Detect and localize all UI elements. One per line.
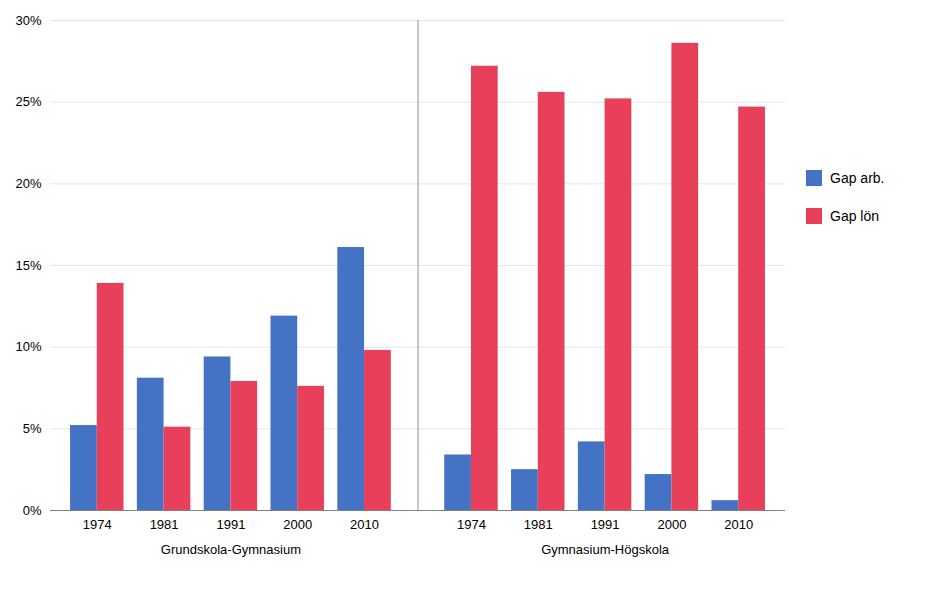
svg-text:1991: 1991 — [591, 517, 620, 532]
svg-text:1974: 1974 — [83, 517, 112, 532]
svg-text:5%: 5% — [23, 421, 42, 436]
svg-text:1974: 1974 — [457, 517, 486, 532]
svg-text:Grundskola-Gymnasium: Grundskola-Gymnasium — [161, 542, 301, 557]
svg-text:1981: 1981 — [150, 517, 179, 532]
svg-text:Gymnasium-Högskola: Gymnasium-Högskola — [541, 542, 670, 557]
html-text:Gap lön: Gap lön — [830, 208, 879, 224]
svg-text:2010: 2010 — [350, 517, 379, 532]
svg-text:1981: 1981 — [524, 517, 553, 532]
svg-text:10%: 10% — [15, 339, 41, 354]
svg-text:2000: 2000 — [283, 517, 312, 532]
svg-text:2000: 2000 — [657, 517, 686, 532]
svg-text:30%: 30% — [15, 13, 41, 28]
svg-text:1991: 1991 — [216, 517, 245, 532]
svg-text:25%: 25% — [15, 94, 41, 109]
svg-text:2010: 2010 — [724, 517, 753, 532]
svg-text:0%: 0% — [23, 503, 42, 518]
html-text:Gap arb.: Gap arb. — [830, 170, 885, 186]
svg-text:20%: 20% — [15, 176, 41, 191]
svg-text:15%: 15% — [15, 258, 41, 273]
